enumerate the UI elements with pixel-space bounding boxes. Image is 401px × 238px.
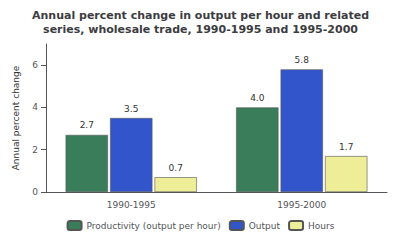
- svg-text:6: 6: [32, 60, 38, 70]
- svg-text:4.0: 4.0: [250, 93, 265, 103]
- svg-text:1990-1995: 1990-1995: [107, 200, 156, 210]
- svg-text:2: 2: [32, 145, 38, 155]
- svg-text:5.8: 5.8: [295, 55, 310, 65]
- svg-text:Hours: Hours: [308, 221, 335, 231]
- svg-text:0.7: 0.7: [169, 163, 183, 173]
- svg-text:0: 0: [32, 187, 38, 197]
- svg-text:Annual percent change: Annual percent change: [11, 65, 21, 170]
- svg-text:3.5: 3.5: [124, 104, 138, 114]
- svg-text:series, wholesale trade, 1990-: series, wholesale trade, 1990-1995 and 1…: [43, 23, 358, 36]
- svg-text:2.7: 2.7: [80, 120, 94, 130]
- svg-text:1995-2000: 1995-2000: [277, 200, 326, 210]
- svg-text:1.7: 1.7: [339, 142, 353, 152]
- svg-text:4: 4: [32, 102, 38, 112]
- svg-text:Output: Output: [249, 221, 281, 231]
- svg-text:Annual percent change in outpu: Annual percent change in output per hour…: [32, 9, 369, 22]
- svg-text:Productivity (output per hour): Productivity (output per hour): [87, 221, 221, 231]
